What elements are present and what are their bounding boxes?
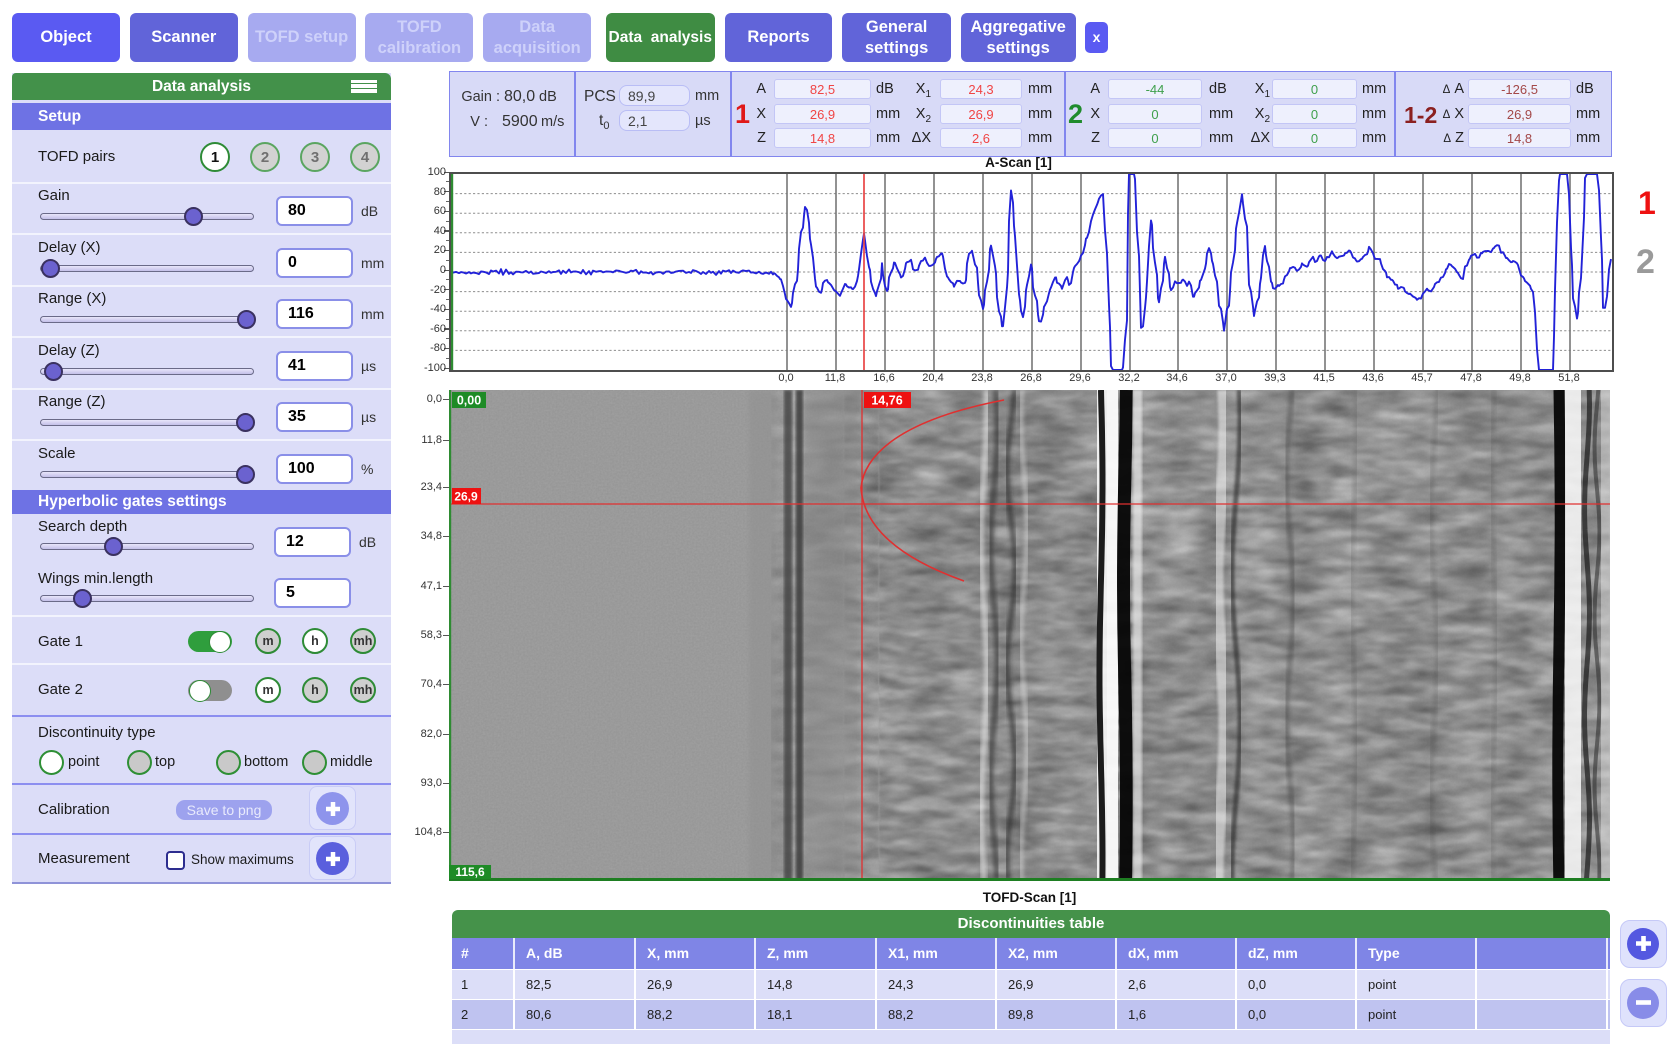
svg-text:14,76: 14,76 [871,394,902,408]
svg-text:115,6: 115,6 [455,865,485,879]
svg-text:0,00: 0,00 [457,394,481,408]
svg-text:26,9: 26,9 [454,490,478,504]
